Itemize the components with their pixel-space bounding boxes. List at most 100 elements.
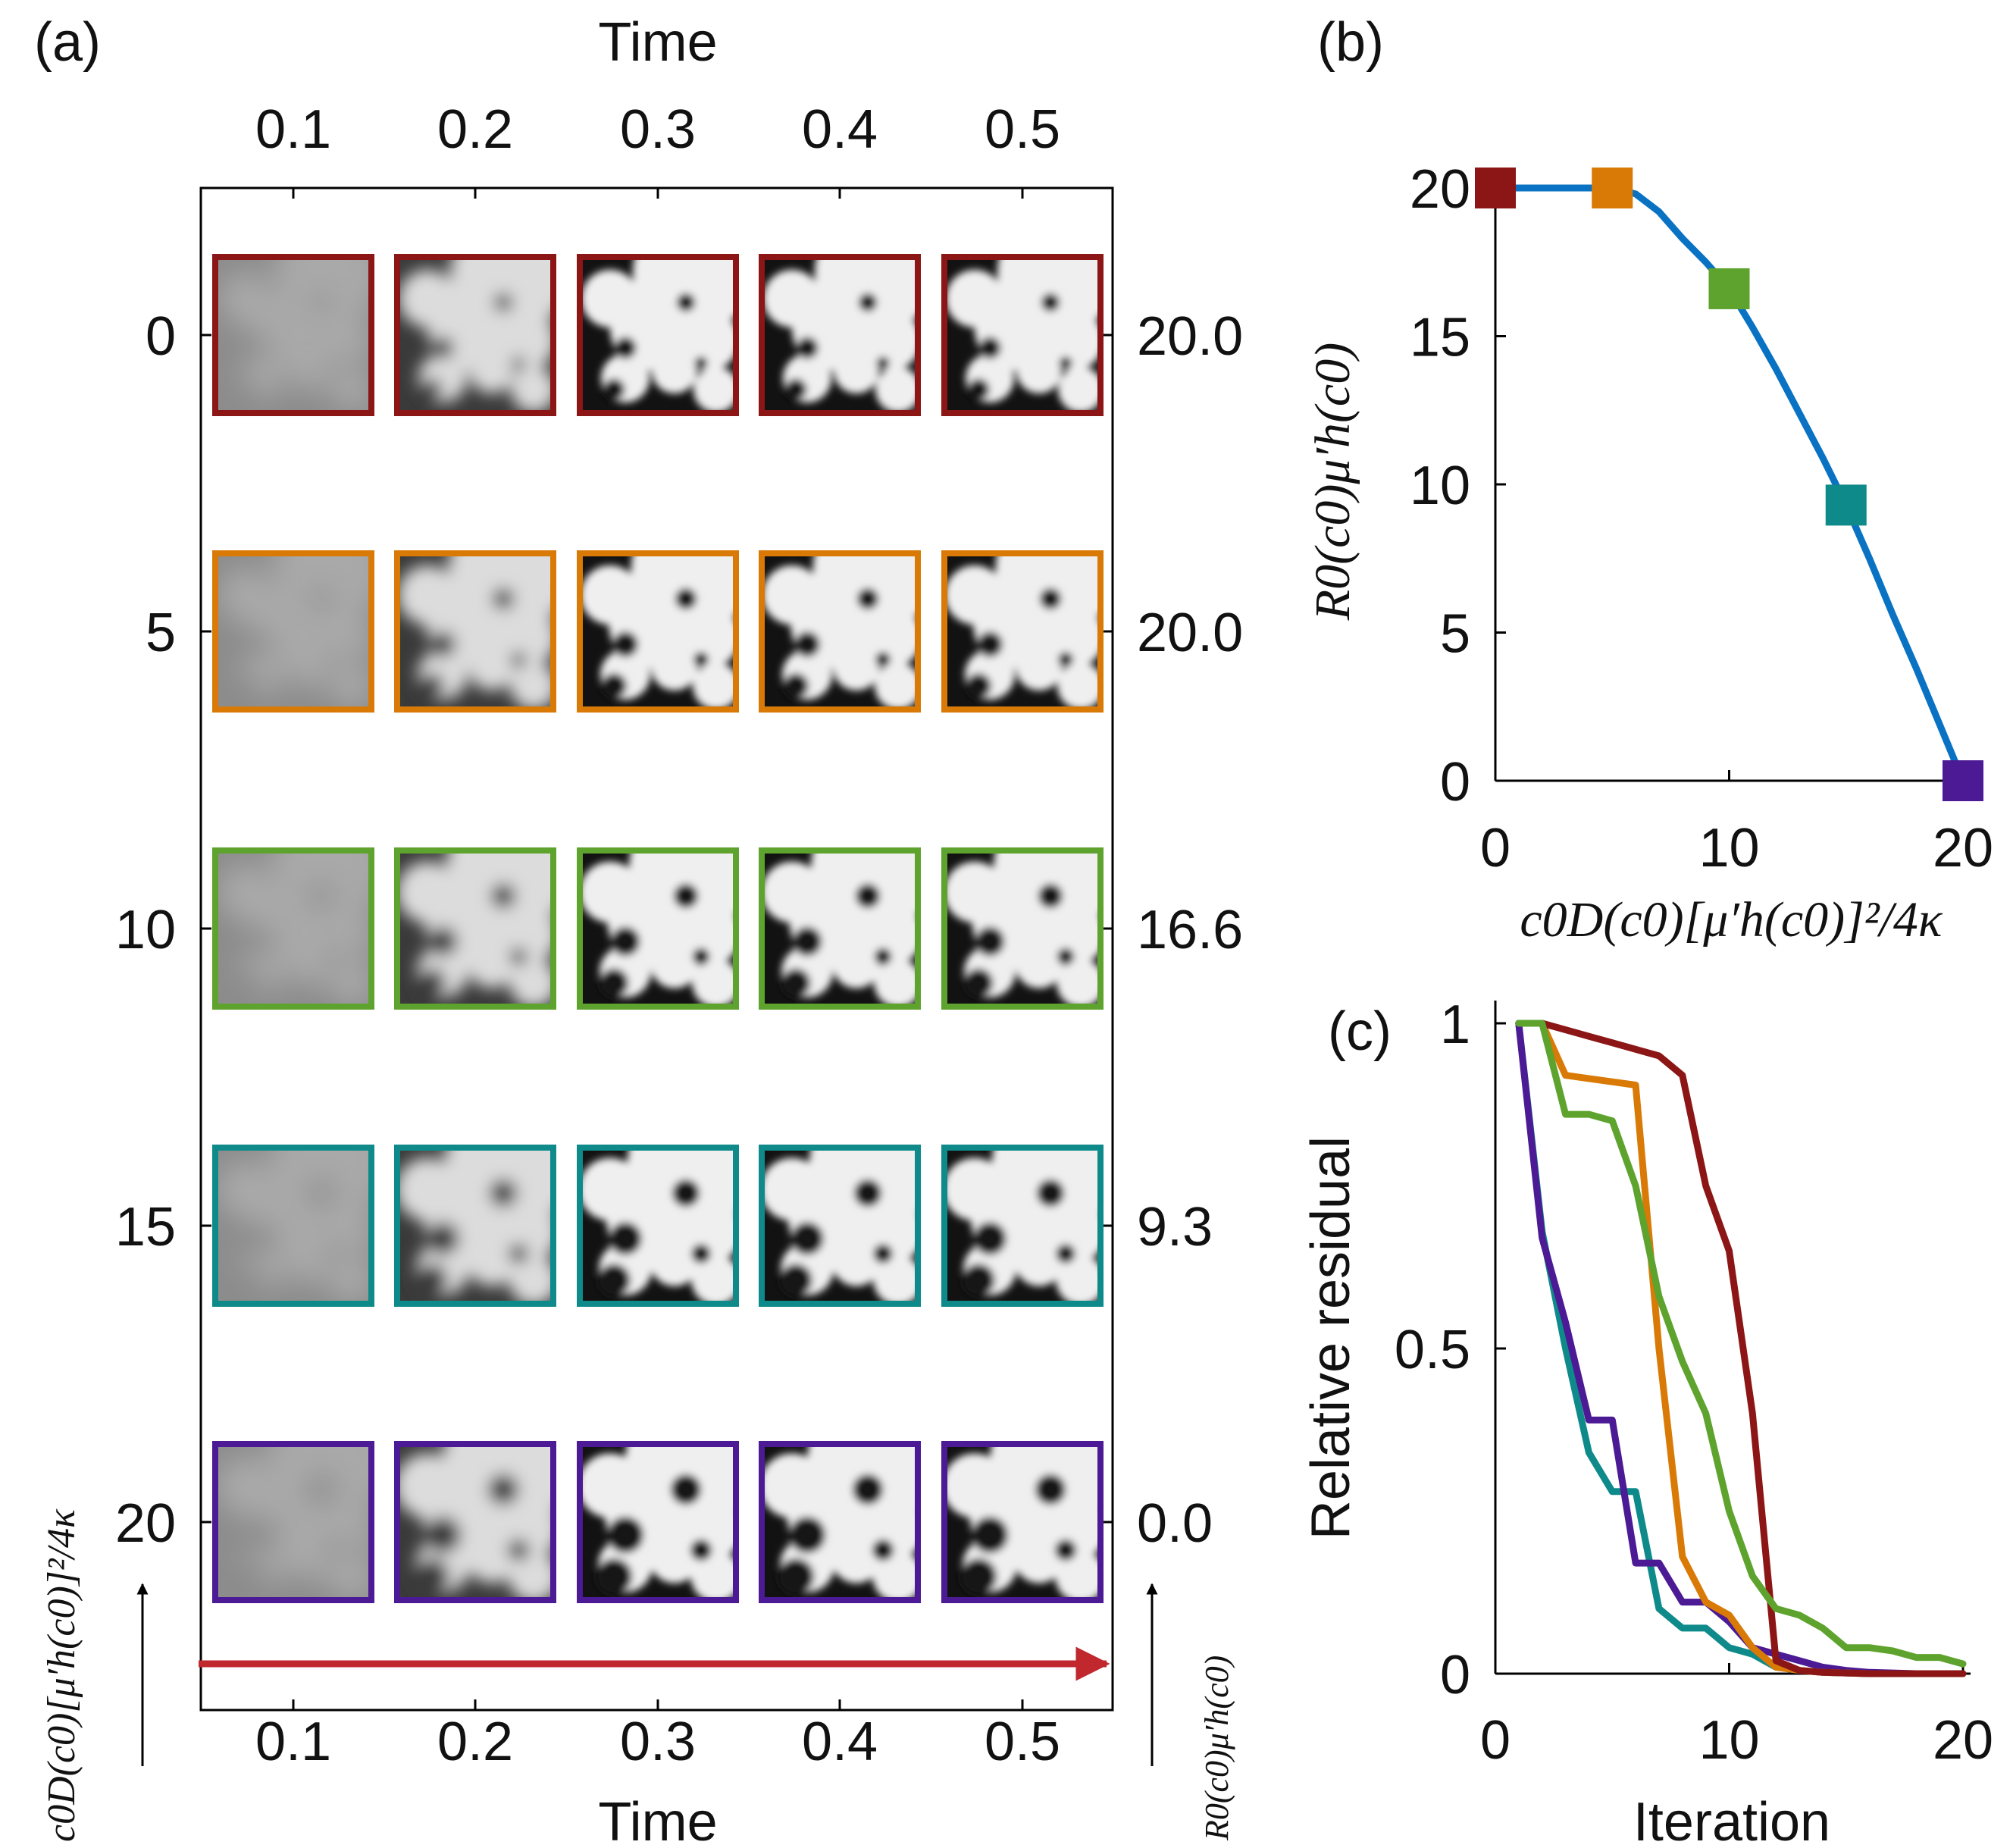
b-ytick-label: 15: [1410, 308, 1470, 368]
left-axis-label: c0D(c0)[μ′h(c0)]²/4κ: [40, 1508, 83, 1842]
snapshot-border: [394, 254, 556, 416]
c-series-line: [1515, 1020, 1967, 1668]
snapshot-border: [577, 254, 739, 416]
c-ytick-label: 0.5: [1395, 1320, 1470, 1380]
snapshot-border: [212, 847, 374, 1010]
snapshot-thumbnail: [394, 1441, 556, 1603]
snapshot-border: [941, 847, 1104, 1010]
bottom-time-label: 0.1: [255, 1712, 331, 1772]
b-xtick-label: 20: [1933, 818, 1993, 879]
right-value-ticks: 20.0 20.0 16.6 9.3 0.0: [1102, 306, 1243, 1554]
right-value-label: 9.3: [1137, 1197, 1213, 1258]
c-xtick-label: 20: [1933, 1710, 1993, 1771]
snapshot-border: [941, 550, 1104, 713]
right-value-label: 20.0: [1137, 306, 1243, 367]
snapshot-border: [941, 1441, 1104, 1603]
panel-c-label: (c): [1328, 1001, 1392, 1062]
b-ytick-label: 20: [1410, 159, 1470, 220]
snapshot-border: [394, 847, 556, 1010]
b-ytick-label: 5: [1440, 604, 1470, 665]
snapshot-thumbnail: [759, 550, 921, 713]
snapshot-border: [759, 1441, 921, 1603]
c-lines: [1515, 1020, 1967, 1677]
snapshot-thumbnail: [941, 254, 1104, 416]
b-markers: [1475, 168, 1983, 801]
snapshot-thumbnail: [577, 1441, 739, 1603]
snapshot-thumbnail: [577, 847, 739, 1010]
snapshot-thumbnail: [759, 847, 921, 1010]
c-xtick-label: 0: [1480, 1710, 1511, 1771]
snapshot-thumbnail: [941, 1145, 1104, 1307]
left-value-ticks: 0 5 10 15 20: [115, 306, 211, 1554]
snapshot-border: [577, 550, 739, 713]
c-xtick-label: 10: [1698, 1710, 1759, 1771]
right-value-label: 0.0: [1137, 1493, 1213, 1554]
top-time-label: 0.3: [620, 99, 696, 160]
snapshot-thumbnail: [212, 550, 374, 713]
b-xlabel: c0D(c0)[μ′h(c0)]²/4κ: [1520, 892, 1943, 947]
snapshot-border: [941, 1145, 1104, 1307]
snapshot-border: [212, 1441, 374, 1603]
bottom-time-label: 0.3: [620, 1712, 696, 1772]
b-marker: [1825, 484, 1867, 526]
left-value-label: 20: [115, 1493, 176, 1554]
b-xtick-label: 10: [1698, 818, 1759, 879]
b-marker: [1943, 760, 1983, 801]
snapshot-thumbnail: [941, 847, 1104, 1010]
bottom-time-label: 0.2: [437, 1712, 513, 1772]
snapshot-thumbnail: [394, 254, 556, 416]
b-marker: [1592, 168, 1633, 208]
panel-c: (c) 00.510 10 20 Iteration Relative residu…: [1301, 994, 1993, 1848]
b-xtick-label: 0: [1480, 818, 1511, 879]
snapshot-border: [577, 1145, 739, 1307]
panel-b-label: (b): [1317, 12, 1384, 73]
panel-a-label: (a): [34, 12, 101, 73]
right-value-label: 20.0: [1137, 603, 1243, 663]
right-value-label: 16.6: [1137, 900, 1243, 960]
c-xlabel: Iteration: [1633, 1792, 1830, 1848]
right-axis-label: R0(c0)μ′h(c0): [1198, 1655, 1235, 1841]
b-ytick-label: 10: [1410, 456, 1470, 516]
snapshot-thumbnail: [394, 1145, 556, 1307]
b-ytick-label: 0: [1440, 752, 1470, 813]
top-time-label: 0.1: [255, 99, 331, 160]
b-curve: [1492, 184, 1967, 785]
b-ylabel: R0(c0)μ′h(c0): [1305, 343, 1360, 621]
snapshot-grid: [212, 254, 1104, 1603]
c-ytick-label: 1: [1440, 994, 1470, 1055]
snapshot-border: [394, 550, 556, 713]
left-value-label: 0: [146, 306, 176, 367]
snapshot-thumbnail: [759, 1145, 921, 1307]
c-ticks: 00.510 10 20: [1395, 994, 1993, 1771]
snapshot-border: [759, 550, 921, 713]
c-series-line: [1515, 1020, 1967, 1677]
snapshot-thumbnail: [941, 1441, 1104, 1603]
snapshot-border: [577, 847, 739, 1010]
snapshot-thumbnail: [212, 847, 374, 1010]
snapshot-border: [212, 254, 374, 416]
snapshot-border: [212, 1145, 374, 1307]
left-value-label: 5: [146, 603, 176, 663]
snapshot-thumbnail: [394, 550, 556, 713]
b-marker: [1475, 168, 1516, 208]
time-title-bottom: Time: [598, 1792, 717, 1848]
panel-b: (b) 0 5 10 15 20 0 10 20 c0D(c0)[μ′h(c0)]²/4κ R…: [1305, 12, 1993, 947]
snapshot-thumbnail: [212, 1145, 374, 1307]
snapshot-border: [759, 254, 921, 416]
snapshot-border: [759, 1145, 921, 1307]
top-time-label: 0.5: [985, 99, 1060, 160]
b-marker: [1708, 268, 1750, 309]
snapshot-border: [212, 550, 374, 713]
snapshot-border: [394, 1145, 556, 1307]
left-value-label: 15: [115, 1197, 176, 1258]
bottom-time-label: 0.4: [802, 1712, 878, 1772]
snapshot-border: [577, 1441, 739, 1603]
snapshot-thumbnail: [577, 550, 739, 713]
snapshot-thumbnail: [212, 254, 374, 416]
panel-a: (a) Time Time 0.1 0.2 0.3 0.4 0.5 0.1 0.2 0.3 0…: [34, 12, 1243, 1848]
snapshot-border: [941, 254, 1104, 416]
snapshot-border: [759, 847, 921, 1010]
c-ytick-label: 0: [1440, 1645, 1470, 1705]
snapshot-thumbnail: [759, 1441, 921, 1603]
